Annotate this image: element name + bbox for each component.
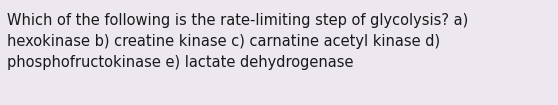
Text: Which of the following is the rate-limiting step of glycolysis? a)
hexokinase b): Which of the following is the rate-limit…	[7, 13, 469, 70]
